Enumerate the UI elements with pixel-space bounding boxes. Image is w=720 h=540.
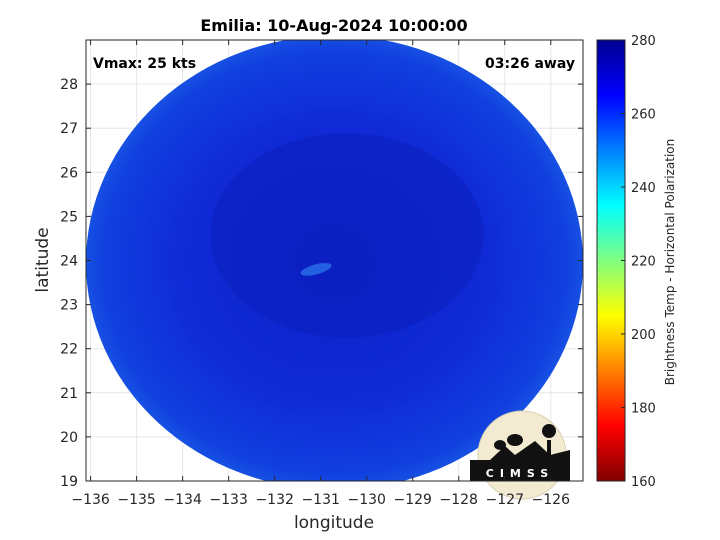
- logo-text: CIMSS: [486, 467, 554, 480]
- y-tick-label: 25: [60, 209, 78, 225]
- y-axis-label: latitude: [33, 227, 53, 292]
- vmax-annotation: Vmax: 25 kts: [93, 56, 196, 72]
- colorbar-tick-label: 180: [631, 402, 656, 417]
- time-away-annotation: 03:26 away: [485, 56, 575, 72]
- x-tick-label: −133: [209, 492, 247, 508]
- swath-bright-feature: [300, 262, 332, 276]
- colorbar-tick-label: 200: [631, 328, 656, 343]
- x-axis-ticks: −136 −135 −134 −133 −132 −131 −130 −129 −128 −127…: [71, 40, 570, 508]
- x-tick-label: −128: [440, 492, 478, 508]
- colorbar-tick-label: 160: [631, 475, 656, 490]
- x-tick-label: −126: [532, 492, 571, 508]
- colorbar-label: Brightness Temp - Horizontal Polarizatio…: [663, 139, 677, 386]
- colorbar-tick-label: 280: [631, 34, 656, 49]
- chart-title: Emilia: 10-Aug-2024 10:00:00: [200, 16, 467, 35]
- x-tick-label: −136: [71, 492, 110, 508]
- y-tick-label: 27: [60, 121, 78, 137]
- y-tick-label: 21: [60, 386, 78, 402]
- colorbar: [596, 39, 626, 482]
- swath-heatmap: [86, 40, 583, 481]
- y-tick-label: 22: [60, 342, 78, 358]
- x-tick-label: −131: [301, 492, 339, 508]
- y-tick-label: 19: [60, 474, 78, 490]
- y-tick-label: 26: [60, 165, 78, 181]
- x-tick-label: −129: [394, 492, 432, 508]
- cimss-logo: CIMSS: [470, 410, 570, 500]
- y-tick-label: 20: [60, 430, 78, 446]
- colorbar-tick-label: 220: [631, 255, 656, 270]
- x-tick-label: −132: [255, 492, 293, 508]
- x-tick-label: −130: [347, 492, 385, 508]
- x-tick-label: −135: [117, 492, 155, 508]
- swath-group: [86, 40, 583, 481]
- swath-core: [210, 133, 484, 338]
- y-axis-ticks: 19 20 21 22 23 24 25 26 27 28: [60, 77, 583, 490]
- x-tick-label: −127: [486, 492, 524, 508]
- y-tick-label: 24: [60, 254, 78, 270]
- x-axis-label: longitude: [294, 513, 374, 533]
- y-tick-label: 23: [60, 298, 78, 314]
- colorbar-ticks: 160 180 200 220 240 260 280: [621, 34, 656, 490]
- colorbar-tick-label: 260: [631, 108, 656, 123]
- x-tick-label: −134: [163, 492, 202, 508]
- y-tick-label: 28: [60, 77, 78, 93]
- colorbar-tick-label: 240: [631, 181, 656, 196]
